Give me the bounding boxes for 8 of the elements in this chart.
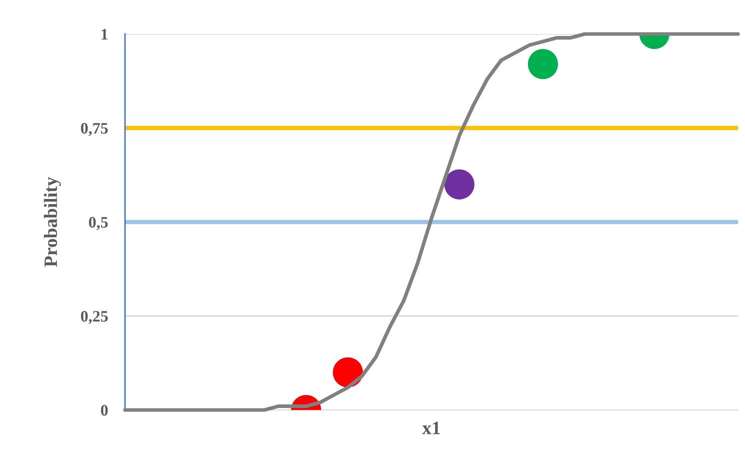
line-series xyxy=(123,32,740,412)
y-tick-label: 0,25 xyxy=(80,310,108,324)
x-axis-title: x1 xyxy=(422,422,440,434)
y-tick-label: 1 xyxy=(102,28,108,40)
y-tick-label: 0,75 xyxy=(80,122,108,136)
y-axis-title: Probability xyxy=(44,177,61,267)
y-tick-label: 0,5 xyxy=(88,216,108,230)
y-tick-label: 0 xyxy=(100,404,108,416)
